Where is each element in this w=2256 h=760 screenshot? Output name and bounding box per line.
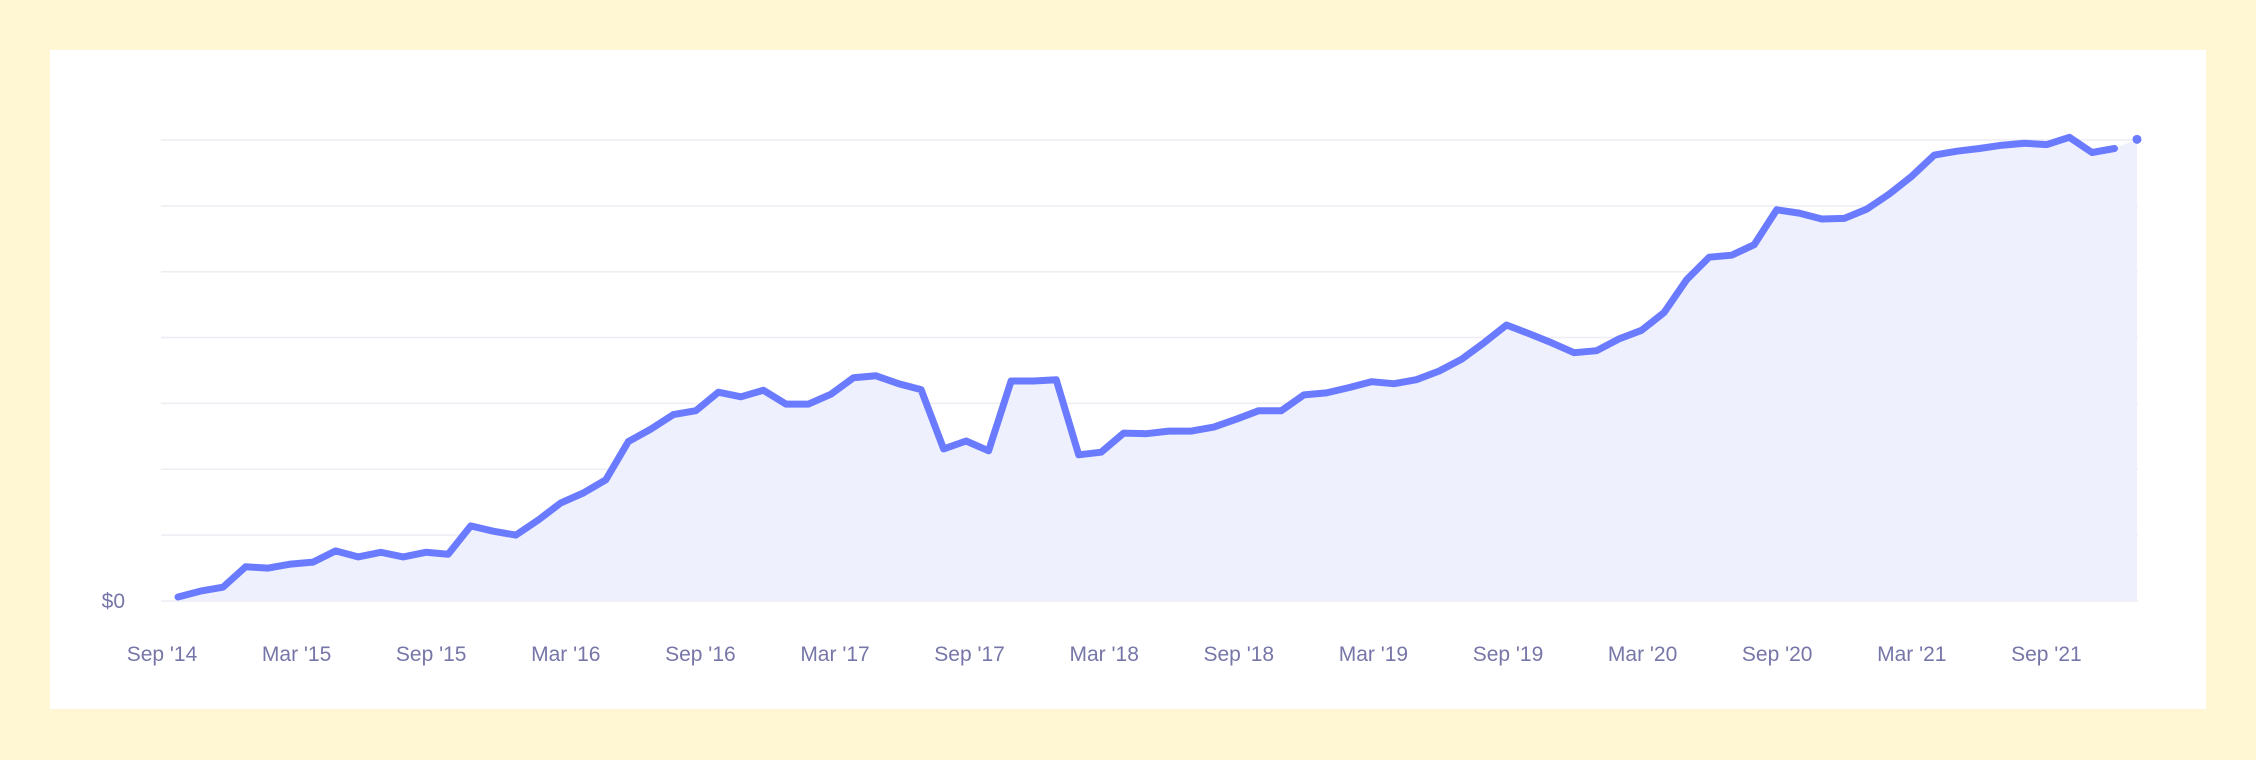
x-axis-tick-label: Mar '16 (531, 643, 600, 666)
x-axis-tick-label: Sep '18 (1204, 643, 1275, 666)
x-axis-tick-label: Mar '18 (1070, 643, 1139, 666)
x-axis-tick-label: Mar '15 (262, 643, 331, 666)
x-axis-tick-label: Mar '20 (1608, 643, 1677, 666)
x-axis-tick-label: Mar '17 (800, 643, 869, 666)
x-axis-tick-label: Sep '19 (1473, 643, 1544, 666)
y-axis-label-zero: $0 (102, 590, 125, 613)
x-axis-tick-label: Sep '17 (934, 643, 1005, 666)
x-axis-tick-label: Sep '16 (665, 643, 736, 666)
x-axis-tick-label: Sep '20 (1742, 643, 1813, 666)
x-axis-tick-label: Sep '15 (396, 643, 467, 666)
x-axis-tick-label: Mar '21 (1877, 643, 1946, 666)
x-axis-labels: Sep '14 Mar '15 Sep '15 Mar '16 Sep '16 Mar '… (127, 643, 2082, 666)
area-fill (178, 137, 2137, 602)
data-line (174, 133, 2118, 601)
x-axis-tick-label: Sep '21 (2011, 643, 2082, 666)
x-axis-tick-label: Sep '14 (127, 643, 198, 666)
x-axis-tick-label: Mar '19 (1339, 643, 1408, 666)
last-data-point (2132, 134, 2142, 144)
